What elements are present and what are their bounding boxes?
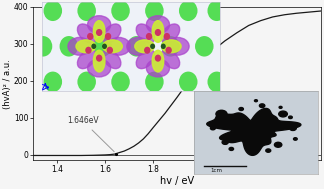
- Circle shape: [179, 72, 198, 92]
- Text: 1cm: 1cm: [210, 168, 222, 173]
- Ellipse shape: [161, 40, 181, 53]
- Ellipse shape: [136, 50, 155, 69]
- Circle shape: [107, 47, 113, 54]
- Circle shape: [239, 108, 243, 111]
- Circle shape: [210, 126, 215, 130]
- Circle shape: [166, 47, 172, 54]
- Ellipse shape: [87, 59, 111, 77]
- Circle shape: [77, 72, 96, 92]
- Ellipse shape: [107, 37, 130, 55]
- Ellipse shape: [161, 50, 180, 69]
- X-axis label: hv / eV: hv / eV: [160, 176, 194, 186]
- Circle shape: [266, 149, 271, 152]
- Ellipse shape: [76, 40, 96, 53]
- Ellipse shape: [103, 40, 122, 53]
- Ellipse shape: [77, 24, 96, 43]
- Ellipse shape: [152, 50, 164, 72]
- Circle shape: [289, 126, 296, 130]
- Ellipse shape: [87, 16, 111, 33]
- Circle shape: [145, 1, 164, 21]
- Circle shape: [111, 72, 130, 92]
- Circle shape: [161, 36, 180, 57]
- Circle shape: [93, 36, 112, 57]
- Circle shape: [155, 29, 161, 36]
- Circle shape: [229, 147, 234, 150]
- Ellipse shape: [127, 37, 150, 55]
- Ellipse shape: [135, 40, 155, 53]
- Polygon shape: [207, 108, 301, 155]
- Circle shape: [254, 100, 258, 102]
- Circle shape: [294, 138, 297, 140]
- Ellipse shape: [136, 24, 155, 43]
- Circle shape: [164, 33, 170, 40]
- Circle shape: [96, 29, 102, 36]
- Circle shape: [105, 33, 111, 40]
- Circle shape: [222, 140, 228, 144]
- Text: 1.646eV: 1.646eV: [67, 116, 114, 152]
- Y-axis label: (hvA)² / a.u.: (hvA)² / a.u.: [4, 59, 12, 108]
- Circle shape: [195, 36, 214, 57]
- Circle shape: [111, 1, 130, 21]
- Circle shape: [217, 119, 221, 121]
- Ellipse shape: [102, 24, 121, 43]
- Ellipse shape: [146, 59, 169, 77]
- Ellipse shape: [93, 21, 105, 42]
- Circle shape: [279, 106, 282, 108]
- Circle shape: [102, 43, 107, 49]
- Ellipse shape: [161, 24, 180, 43]
- Circle shape: [34, 36, 52, 57]
- Circle shape: [127, 36, 146, 57]
- Ellipse shape: [152, 21, 164, 42]
- Circle shape: [77, 1, 96, 21]
- Circle shape: [145, 72, 164, 92]
- Circle shape: [274, 142, 282, 147]
- Ellipse shape: [166, 37, 189, 55]
- Circle shape: [207, 1, 226, 21]
- Circle shape: [260, 104, 265, 108]
- Ellipse shape: [68, 37, 91, 55]
- Circle shape: [144, 47, 150, 54]
- Circle shape: [289, 116, 292, 119]
- Ellipse shape: [93, 50, 105, 72]
- Circle shape: [161, 43, 166, 49]
- Circle shape: [60, 36, 78, 57]
- Circle shape: [87, 33, 93, 40]
- Circle shape: [179, 1, 198, 21]
- Circle shape: [155, 55, 161, 62]
- Ellipse shape: [102, 50, 121, 69]
- Circle shape: [146, 33, 152, 40]
- Circle shape: [96, 55, 102, 62]
- Circle shape: [43, 1, 62, 21]
- Circle shape: [150, 43, 155, 49]
- Circle shape: [279, 111, 287, 117]
- Circle shape: [85, 47, 92, 54]
- Circle shape: [43, 72, 62, 92]
- Circle shape: [91, 43, 96, 49]
- Ellipse shape: [146, 16, 169, 33]
- Circle shape: [216, 110, 227, 118]
- Circle shape: [207, 72, 226, 92]
- Ellipse shape: [77, 50, 96, 69]
